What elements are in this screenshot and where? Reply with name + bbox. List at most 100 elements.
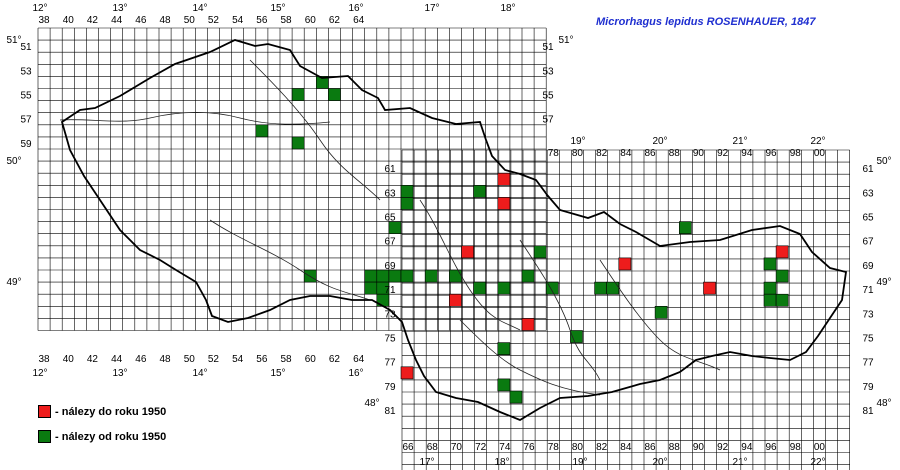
row-label-right-east: 63 (862, 188, 874, 199)
record-cell-post1950 (497, 281, 511, 295)
lat-label-right: 50° (876, 156, 891, 167)
lon-label-bottom: 14° (192, 368, 207, 379)
row-label-right-east: 81 (862, 406, 874, 417)
col-label-bottom-east: 68 (427, 442, 439, 453)
row-label-left: 51 (20, 42, 32, 53)
col-label-bottom-east: 92 (717, 442, 729, 453)
col-label-top: 64 (353, 15, 365, 26)
col-label-bottom-east: 82 (596, 442, 608, 453)
lon-label-bottom: 13° (112, 368, 127, 379)
grid-labels: 38 38 40 40 42 42 44 44 46 46 48 48 50 50 52 52 54 54 56 56… (6, 3, 891, 468)
record-cell-post1950 (533, 245, 547, 259)
col-label-bottom-east: 00 (814, 442, 826, 453)
lon-label-top: 17° (424, 3, 439, 14)
col-label-bottom: 48 (159, 354, 171, 365)
record-cell-post1950 (497, 378, 511, 392)
col-label-bottom-east: 98 (790, 442, 802, 453)
record-cell-pre1950 (497, 197, 511, 210)
col-label-top: 50 (184, 15, 196, 26)
legend-label-pre1950: - nálezy do roku 1950 (55, 405, 167, 418)
lat-label-left: 48° (364, 398, 379, 409)
record-cell-pre1950 (618, 257, 632, 271)
col-label-bottom-east: 90 (693, 442, 705, 453)
col-label-bottom-east: 94 (741, 442, 753, 453)
record-cell-post1950 (291, 136, 305, 150)
col-label-bottom: 52 (208, 354, 220, 365)
record-cell-post1950 (473, 281, 487, 295)
row-label-right: 51 (542, 42, 554, 53)
record-cell-post1950 (255, 124, 269, 138)
record-cell-post1950 (763, 281, 777, 295)
col-label-top-east: 82 (596, 148, 608, 159)
record-cell-post1950 (424, 269, 438, 283)
row-label-left: 55 (20, 91, 32, 102)
col-label-top: 46 (135, 15, 147, 26)
col-label-top-east: 86 (644, 148, 656, 159)
col-label-top-east: 94 (741, 148, 753, 159)
row-label-right: 57 (542, 115, 554, 126)
row-label-left-east: 61 (384, 164, 396, 175)
lon-label-bottom-east: 19° (572, 457, 587, 468)
col-label-bottom-east: 86 (644, 442, 656, 453)
record-cell-post1950 (364, 269, 378, 283)
row-label-left: 53 (20, 66, 32, 77)
col-label-top: 58 (280, 15, 292, 26)
record-cell-pre1950 (521, 318, 535, 331)
record-cell-post1950 (594, 281, 607, 295)
lon-label-top: 12° (32, 3, 47, 14)
col-label-bottom: 54 (232, 354, 244, 365)
lat-label-right: 48° (876, 398, 891, 409)
record-cell-pre1950 (449, 293, 462, 307)
col-label-bottom: 42 (87, 354, 99, 365)
col-label-top-east: 96 (765, 148, 777, 159)
row-label-left-east: 79 (384, 382, 396, 393)
row-label-left-east: 73 (384, 309, 396, 320)
record-cell-post1950 (775, 293, 789, 307)
lon-label-top-east: 21° (732, 136, 747, 147)
row-label-left-east: 63 (384, 188, 396, 199)
row-label-left-east: 71 (384, 285, 396, 296)
row-label-left: 59 (20, 139, 32, 150)
col-label-bottom-east: 72 (475, 442, 487, 453)
col-label-top-east: 90 (693, 148, 705, 159)
col-label-top: 38 (38, 15, 50, 26)
record-cell-pre1950 (497, 172, 511, 186)
col-label-top-east: 80 (572, 148, 584, 159)
col-label-bottom: 56 (256, 354, 268, 365)
lon-label-bottom-east: 22° (810, 457, 825, 468)
lon-label-bottom: 15° (270, 368, 285, 379)
record-cell-post1950 (763, 293, 777, 307)
col-label-top-east: 92 (717, 148, 729, 159)
col-label-top: 62 (329, 15, 341, 26)
record-cell-pre1950 (703, 281, 716, 295)
col-label-top: 40 (63, 15, 75, 26)
record-cell-pre1950 (400, 366, 414, 380)
record-cell-post1950 (328, 88, 341, 101)
legend-swatch-green (38, 430, 51, 443)
lon-label-top: 13° (112, 3, 127, 14)
lon-label-top: 15° (270, 3, 285, 14)
row-label-left-east: 65 (384, 213, 396, 224)
col-label-bottom-east: 80 (572, 442, 584, 453)
col-label-bottom: 50 (184, 354, 196, 365)
col-label-bottom-east: 76 (523, 442, 535, 453)
col-label-top-east: 98 (790, 148, 802, 159)
record-cell-pre1950 (461, 245, 474, 259)
record-cell-post1950 (400, 185, 414, 198)
col-label-bottom-east: 74 (499, 442, 511, 453)
lat-label-left: 49° (6, 277, 21, 288)
col-label-bottom-east: 78 (548, 442, 560, 453)
row-label-left-east: 67 (384, 237, 396, 248)
col-label-top: 52 (208, 15, 220, 26)
row-label-left-east: 81 (384, 406, 396, 417)
col-label-top: 54 (232, 15, 244, 26)
row-label-right-east: 73 (862, 309, 874, 320)
col-label-bottom-east: 88 (669, 442, 681, 453)
map-title: Microrhagus lepidus ROSENHAUER, 1847 (596, 16, 816, 28)
row-label-right-east: 77 (862, 358, 874, 369)
row-label-left-east: 69 (384, 261, 396, 272)
record-cell-post1950 (364, 281, 378, 295)
col-label-bottom-east: 66 (402, 442, 414, 453)
rivers (59, 59, 721, 396)
lon-label-bottom-east: 20° (652, 457, 667, 468)
